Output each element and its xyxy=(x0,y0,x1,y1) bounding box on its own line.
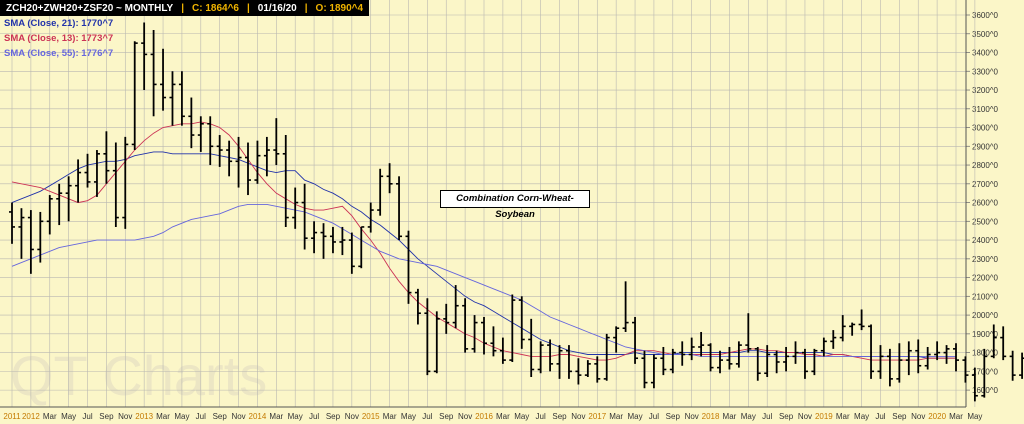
x-tick-label: May xyxy=(61,412,76,421)
y-tick-label: 2900^0 xyxy=(972,142,999,151)
x-tick-label: 2019 xyxy=(815,412,833,421)
y-tick-label: 1600^0 xyxy=(972,386,999,395)
close-value: C: 1864^6 xyxy=(192,2,239,14)
x-tick-label: Nov xyxy=(911,412,925,421)
y-tick-label: 2100^0 xyxy=(972,292,999,301)
y-tick-label: 2500^0 xyxy=(972,217,999,226)
y-tick-label: 3100^0 xyxy=(972,105,999,114)
x-tick-label: Jul xyxy=(875,412,885,421)
x-tick-label: Sep xyxy=(99,412,114,421)
chart-annotation: Combination Corn-Wheat-Soybean xyxy=(440,190,590,220)
y-tick-label: 2600^0 xyxy=(972,199,999,208)
legend-sma-13: SMA (Close, 13): 1773^7 xyxy=(4,33,114,44)
x-tick-label: Sep xyxy=(326,412,341,421)
sma-line xyxy=(11,151,956,359)
x-tick-label: 2018 xyxy=(702,412,720,421)
x-tick-label: Jul xyxy=(82,412,92,421)
x-tick-label: 2013 xyxy=(135,412,153,421)
x-tick-label: 2015 xyxy=(362,412,380,421)
x-tick-label: 2014 xyxy=(249,412,267,421)
header-separator-3: | xyxy=(304,2,308,14)
y-tick-label: 3300^0 xyxy=(972,67,999,76)
open-value: O: 1890^4 xyxy=(315,2,364,14)
y-tick-label: 2200^0 xyxy=(972,274,999,283)
x-tick-label: Nov xyxy=(231,412,245,421)
symbol-label: ZCH20+ZWH20+ZSF20 ~ MONTHLY xyxy=(6,2,174,14)
x-tick-label: Nov xyxy=(458,412,472,421)
x-tick-label: May xyxy=(288,412,303,421)
y-tick-label: 3500^0 xyxy=(972,30,999,39)
x-tick-label: Mar xyxy=(949,412,963,421)
x-tick-label: Mar xyxy=(269,412,283,421)
y-tick-label: 2400^0 xyxy=(972,236,999,245)
x-tick-label: Mar xyxy=(43,412,57,421)
x-tick-label: May xyxy=(174,412,189,421)
x-tick-label: Jul xyxy=(196,412,206,421)
legend-sma-21: SMA (Close, 21): 1770^7 xyxy=(4,18,114,29)
x-tick-label: May xyxy=(854,412,869,421)
x-tick-label: Nov xyxy=(571,412,585,421)
x-tick-label: Nov xyxy=(798,412,812,421)
y-tick-label: 1800^0 xyxy=(972,349,999,358)
x-tick-label: 2017 xyxy=(588,412,606,421)
legend-sma-55: SMA (Close, 55): 1776^7 xyxy=(4,48,114,59)
y-tick-label: 2300^0 xyxy=(972,255,999,264)
x-tick-label: Jul xyxy=(536,412,546,421)
x-tick-label: May xyxy=(401,412,416,421)
x-tick-label: Jul xyxy=(422,412,432,421)
x-tick-label: Sep xyxy=(439,412,454,421)
x-tick-label: Mar xyxy=(156,412,170,421)
x-tick-label: May xyxy=(741,412,756,421)
chart-header: ZCH20+ZWH20+ZSF20 ~ MONTHLY | C: 1864^6 … xyxy=(0,0,370,16)
x-tick-label: Sep xyxy=(213,412,228,421)
y-tick-label: 3200^0 xyxy=(972,86,999,95)
x-tick-label: May xyxy=(967,412,982,421)
x-tick-label: Sep xyxy=(892,412,907,421)
x-tick-label: Mar xyxy=(609,412,623,421)
header-separator: | xyxy=(181,2,184,14)
x-tick-label: May xyxy=(627,412,642,421)
x-tick-label: Mar xyxy=(836,412,850,421)
x-tick-label: Jul xyxy=(649,412,659,421)
date-value: 01/16/20 xyxy=(257,2,297,14)
x-tick-label: Nov xyxy=(118,412,132,421)
y-tick-label: 3400^0 xyxy=(972,49,999,58)
y-tick-label: 1700^0 xyxy=(972,367,999,376)
x-tick-label: Mar xyxy=(496,412,510,421)
header-separator-2: | xyxy=(246,2,250,14)
y-tick-label: 3000^0 xyxy=(972,124,999,133)
y-tick-label: 1900^0 xyxy=(972,330,999,339)
x-tick-label: Sep xyxy=(779,412,794,421)
x-tick-label: Nov xyxy=(345,412,359,421)
x-tick-label: Nov xyxy=(685,412,699,421)
y-tick-label: 2700^0 xyxy=(972,180,999,189)
x-tick-label: Jul xyxy=(762,412,772,421)
sma-line xyxy=(11,203,956,357)
x-tick-label: May xyxy=(514,412,529,421)
y-tick-label: 2800^0 xyxy=(972,161,999,170)
x-tick-label: Mar xyxy=(723,412,737,421)
y-tick-label: 3600^0 xyxy=(972,11,999,20)
x-tick-label: 2016 xyxy=(475,412,493,421)
x-tick-label: 2020 xyxy=(928,412,946,421)
x-tick-label: 2011 xyxy=(3,412,21,421)
watermark: QT Charts xyxy=(10,344,267,407)
y-tick-label: 2000^0 xyxy=(972,311,999,320)
x-tick-label: Jul xyxy=(309,412,319,421)
x-tick-label: Sep xyxy=(666,412,681,421)
x-tick-label: Mar xyxy=(383,412,397,421)
x-tick-label: 2012 xyxy=(22,412,40,421)
x-tick-label: Sep xyxy=(552,412,567,421)
